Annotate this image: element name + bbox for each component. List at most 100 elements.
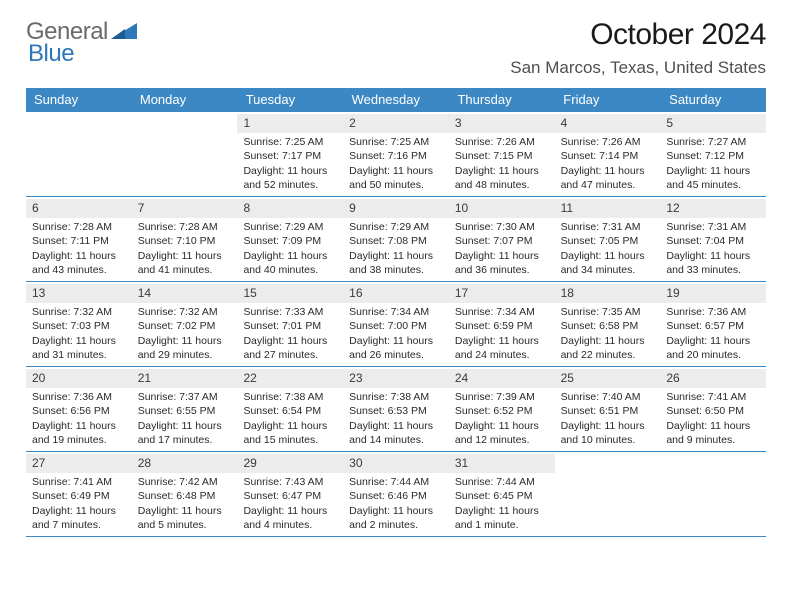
day-number: 28 [132, 454, 238, 473]
weekday-header: Thursday [448, 88, 554, 112]
day-cell: 15Sunrise: 7:33 AMSunset: 7:01 PMDayligh… [237, 282, 343, 366]
brand-triangle-icon [111, 18, 137, 46]
daylight-text: and 29 minutes. [138, 348, 232, 362]
sunset-text: Sunset: 7:02 PM [138, 319, 232, 333]
day-cell: 16Sunrise: 7:34 AMSunset: 7:00 PMDayligh… [343, 282, 449, 366]
daylight-text: and 43 minutes. [32, 263, 126, 277]
daylight-text: Daylight: 11 hours [349, 419, 443, 433]
daylight-text: and 26 minutes. [349, 348, 443, 362]
daylight-text: Daylight: 11 hours [455, 419, 549, 433]
sunset-text: Sunset: 7:05 PM [561, 234, 655, 248]
day-number: 18 [555, 284, 661, 303]
day-cell: 14Sunrise: 7:32 AMSunset: 7:02 PMDayligh… [132, 282, 238, 366]
day-cell: 2Sunrise: 7:25 AMSunset: 7:16 PMDaylight… [343, 112, 449, 196]
day-cell: 19Sunrise: 7:36 AMSunset: 6:57 PMDayligh… [660, 282, 766, 366]
day-cell: 3Sunrise: 7:26 AMSunset: 7:15 PMDaylight… [449, 112, 555, 196]
day-number: 25 [555, 369, 661, 388]
sunrise-text: Sunrise: 7:25 AM [243, 135, 337, 149]
daylight-text: and 47 minutes. [561, 178, 655, 192]
sunset-text: Sunset: 6:47 PM [243, 489, 337, 503]
sunrise-text: Sunrise: 7:25 AM [349, 135, 443, 149]
brand-part2: Blue [28, 40, 74, 68]
daylight-text: Daylight: 11 hours [666, 334, 760, 348]
daylight-text: and 22 minutes. [561, 348, 655, 362]
sunset-text: Sunset: 7:16 PM [349, 149, 443, 163]
sunset-text: Sunset: 6:54 PM [243, 404, 337, 418]
daylight-text: Daylight: 11 hours [455, 164, 549, 178]
daylight-text: Daylight: 11 hours [32, 504, 126, 518]
day-number: 6 [26, 199, 132, 218]
sunrise-text: Sunrise: 7:36 AM [32, 390, 126, 404]
daylight-text: and 33 minutes. [666, 263, 760, 277]
daylight-text: Daylight: 11 hours [666, 419, 760, 433]
sunset-text: Sunset: 6:45 PM [455, 489, 549, 503]
header: General October 2024 San Marcos, Texas, … [26, 18, 766, 78]
day-cell: 25Sunrise: 7:40 AMSunset: 6:51 PMDayligh… [555, 367, 661, 451]
day-cell: 8Sunrise: 7:29 AMSunset: 7:09 PMDaylight… [237, 197, 343, 281]
daylight-text: Daylight: 11 hours [243, 249, 337, 263]
day-number: 27 [26, 454, 132, 473]
sunset-text: Sunset: 6:55 PM [138, 404, 232, 418]
day-number: 17 [449, 284, 555, 303]
daylight-text: Daylight: 11 hours [349, 164, 443, 178]
day-cell: 5Sunrise: 7:27 AMSunset: 7:12 PMDaylight… [660, 112, 766, 196]
sunset-text: Sunset: 6:56 PM [32, 404, 126, 418]
day-number: 8 [237, 199, 343, 218]
sunrise-text: Sunrise: 7:28 AM [138, 220, 232, 234]
day-number: 14 [132, 284, 238, 303]
day-cell-empty [132, 112, 238, 196]
sunset-text: Sunset: 7:08 PM [349, 234, 443, 248]
day-cell: 7Sunrise: 7:28 AMSunset: 7:10 PMDaylight… [132, 197, 238, 281]
sunset-text: Sunset: 6:48 PM [138, 489, 232, 503]
day-cell: 10Sunrise: 7:30 AMSunset: 7:07 PMDayligh… [449, 197, 555, 281]
day-cell: 20Sunrise: 7:36 AMSunset: 6:56 PMDayligh… [26, 367, 132, 451]
day-number: 5 [660, 114, 766, 133]
day-cell: 30Sunrise: 7:44 AMSunset: 6:46 PMDayligh… [343, 452, 449, 536]
day-number: 10 [449, 199, 555, 218]
daylight-text: and 41 minutes. [138, 263, 232, 277]
sunrise-text: Sunrise: 7:28 AM [32, 220, 126, 234]
daylight-text: Daylight: 11 hours [455, 334, 549, 348]
sunset-text: Sunset: 7:11 PM [32, 234, 126, 248]
sunset-text: Sunset: 7:03 PM [32, 319, 126, 333]
day-cell: 24Sunrise: 7:39 AMSunset: 6:52 PMDayligh… [449, 367, 555, 451]
daylight-text: and 12 minutes. [455, 433, 549, 447]
weekday-header: Sunday [26, 88, 131, 112]
sunset-text: Sunset: 6:59 PM [455, 319, 549, 333]
sunrise-text: Sunrise: 7:44 AM [349, 475, 443, 489]
sunrise-text: Sunrise: 7:41 AM [666, 390, 760, 404]
weekday-header-row: Sunday Monday Tuesday Wednesday Thursday… [26, 88, 766, 112]
day-cell: 9Sunrise: 7:29 AMSunset: 7:08 PMDaylight… [343, 197, 449, 281]
day-cell: 26Sunrise: 7:41 AMSunset: 6:50 PMDayligh… [660, 367, 766, 451]
sunrise-text: Sunrise: 7:44 AM [455, 475, 549, 489]
daylight-text: and 31 minutes. [32, 348, 126, 362]
sunset-text: Sunset: 7:17 PM [243, 149, 337, 163]
daylight-text: and 14 minutes. [349, 433, 443, 447]
sunrise-text: Sunrise: 7:33 AM [243, 305, 337, 319]
day-number: 13 [26, 284, 132, 303]
daylight-text: and 27 minutes. [243, 348, 337, 362]
sunset-text: Sunset: 7:09 PM [243, 234, 337, 248]
sunset-text: Sunset: 7:10 PM [138, 234, 232, 248]
day-number: 31 [449, 454, 555, 473]
daylight-text: and 9 minutes. [666, 433, 760, 447]
daylight-text: and 19 minutes. [32, 433, 126, 447]
day-number: 20 [26, 369, 132, 388]
daylight-text: Daylight: 11 hours [138, 419, 232, 433]
day-number: 12 [660, 199, 766, 218]
day-cell-empty [26, 112, 132, 196]
day-number: 22 [237, 369, 343, 388]
daylight-text: and 10 minutes. [561, 433, 655, 447]
day-cell: 12Sunrise: 7:31 AMSunset: 7:04 PMDayligh… [660, 197, 766, 281]
week-row: 1Sunrise: 7:25 AMSunset: 7:17 PMDaylight… [26, 112, 766, 197]
daylight-text: and 36 minutes. [455, 263, 549, 277]
daylight-text: Daylight: 11 hours [561, 419, 655, 433]
sunrise-text: Sunrise: 7:42 AM [138, 475, 232, 489]
daylight-text: and 24 minutes. [455, 348, 549, 362]
week-row: 20 Sunrise: 7:36 AMSunset: 6:56 PM Dayligh… [26, 367, 766, 452]
day-number: 26 [660, 369, 766, 388]
title-block: October 2024 San Marcos, Texas, United S… [510, 18, 766, 78]
day-cell: 28Sunrise: 7:42 AMSunset: 6:48 PMDayligh… [132, 452, 238, 536]
sunrise-text: Sunrise: 7:37 AM [138, 390, 232, 404]
sunset-text: Sunset: 7:01 PM [243, 319, 337, 333]
